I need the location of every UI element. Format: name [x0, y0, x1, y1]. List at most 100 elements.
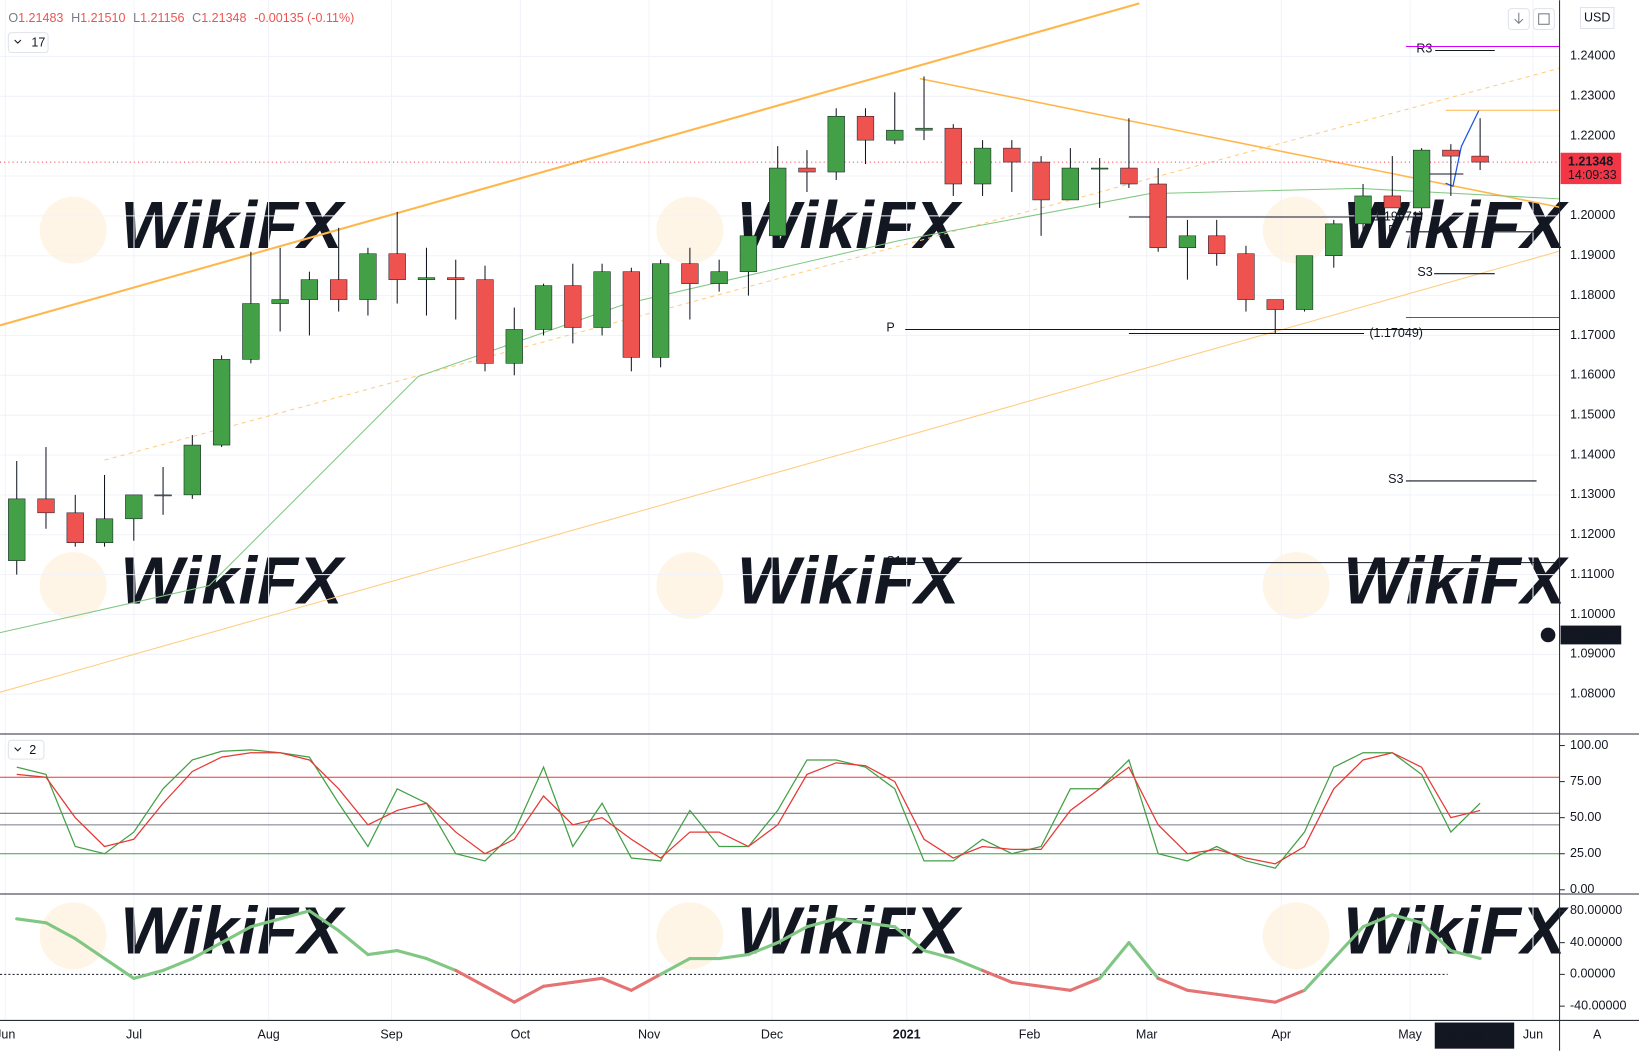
candle-body — [1237, 253, 1255, 300]
y-tick-label: 80.00000 — [1570, 903, 1622, 917]
countdown: 14:09:33 — [1568, 168, 1617, 182]
y-tick-label: 100.00 — [1570, 738, 1608, 752]
candle-body — [1208, 235, 1226, 255]
candle-body — [1149, 183, 1167, 249]
y-tick-label: 1.22000 — [1570, 128, 1615, 142]
projection-arrow — [1445, 109, 1480, 188]
y-tick-label: 1.10000 — [1570, 607, 1615, 621]
currency-box[interactable] — [1579, 7, 1615, 29]
x-tick-label: Sep — [380, 1027, 402, 1041]
y-tick-label: 1.16000 — [1570, 368, 1615, 382]
momentum-segment — [629, 972, 663, 992]
chevron — [14, 39, 22, 44]
chevron — [14, 747, 22, 752]
x-tick-label: Jun — [1523, 1027, 1543, 1041]
interval-button[interactable] — [7, 32, 49, 54]
candle-body — [1354, 195, 1372, 225]
auto-scale[interactable]: A — [1593, 1027, 1602, 1041]
crosshair-price-box — [1560, 625, 1622, 645]
candle-body — [1295, 255, 1314, 310]
y-tick-label: 1.11000 — [1570, 567, 1614, 581]
level-label: (1.17049) — [1369, 326, 1423, 340]
candle-body — [944, 127, 962, 185]
momentum-segment — [776, 925, 809, 945]
y-tick-label: 1.23000 — [1570, 89, 1615, 103]
y-tick-label: 1.15000 — [1570, 407, 1615, 421]
momentum-segment — [220, 925, 253, 945]
candle-body — [593, 271, 611, 328]
level-label: P — [886, 321, 894, 335]
watermark: WikiFX — [737, 893, 963, 968]
candle-body — [505, 329, 523, 364]
momentum-segment — [424, 956, 458, 972]
x-tick-label: Dec — [761, 1027, 783, 1041]
y-tick-label: 1.12000 — [1570, 527, 1615, 541]
momentum-segment — [190, 941, 224, 961]
candle-body — [154, 494, 172, 497]
x-tick-label: 2021 — [893, 1027, 921, 1041]
y-tick-label: -40.00000 — [1570, 998, 1626, 1012]
momentum-segment — [805, 917, 838, 929]
watermark: WikiFX — [1343, 543, 1569, 618]
momentum-segment — [1039, 984, 1072, 992]
momentum-segment — [1273, 988, 1307, 1004]
candle-body — [827, 115, 845, 173]
watermark: WikiFX — [120, 893, 346, 968]
candle-body — [1003, 147, 1021, 163]
candle-body — [242, 303, 260, 360]
momentum-segment — [951, 956, 985, 972]
moving-average — [0, 187, 1560, 634]
trend-line — [0, 250, 1560, 693]
interval[interactable]: 17 — [31, 35, 45, 49]
watermark-logo — [656, 902, 724, 970]
momentum-segment — [1215, 992, 1248, 1000]
momentum-segment — [1361, 913, 1394, 929]
fullscreen-button[interactable] — [1532, 8, 1555, 31]
watermark: WikiFX — [1343, 188, 1569, 263]
momentum-segment — [834, 917, 868, 925]
momentum-segment — [1156, 976, 1190, 992]
candle-body — [534, 285, 553, 330]
momentum-segment — [1449, 949, 1482, 961]
candle-body — [212, 359, 231, 446]
y-tick-label: 1.17000 — [1570, 328, 1615, 342]
candle-body — [300, 279, 319, 300]
pane-label[interactable]: 2 — [29, 743, 36, 757]
y-tick-label: 1.24000 — [1570, 49, 1615, 63]
momentum-segment — [1390, 913, 1424, 925]
momentum-segment — [483, 984, 516, 1004]
momentum-segment — [249, 917, 282, 929]
candles — [8, 76, 1489, 575]
momentum-segment — [746, 941, 780, 957]
icon — [1538, 13, 1550, 25]
currency[interactable]: USD — [1584, 10, 1610, 24]
momentum-segment — [395, 949, 429, 961]
candle-body — [856, 115, 875, 141]
pane-button[interactable] — [7, 739, 45, 760]
candle-body — [1412, 149, 1431, 209]
candle-body — [476, 279, 494, 364]
watermark: WikiFX — [120, 543, 346, 618]
momentum-segment — [102, 956, 136, 980]
y-tick-label: 1.18000 — [1570, 288, 1615, 302]
candle-body — [564, 285, 582, 328]
level-label: (1.19971) — [1369, 209, 1423, 223]
momentum-segment — [893, 925, 926, 953]
x-tick-label: Feb — [1019, 1027, 1041, 1041]
momentum-segment — [278, 909, 311, 921]
candle-body — [798, 167, 816, 173]
candle-body — [388, 253, 406, 280]
y-tick-label: 40.00000 — [1570, 935, 1622, 949]
candle-body — [447, 277, 465, 280]
stoch-line — [16, 752, 1481, 865]
watermark-logo — [1262, 196, 1330, 264]
candle-body — [973, 147, 992, 185]
watermark: WikiFX — [120, 188, 346, 263]
y-tick-label: 1.09000 — [1570, 647, 1615, 661]
candle-body — [1266, 299, 1284, 310]
candle-body — [710, 271, 728, 284]
y-tick-label: 1.14000 — [1570, 447, 1615, 461]
watermark-logo — [1262, 902, 1330, 970]
candle-body — [95, 518, 114, 543]
